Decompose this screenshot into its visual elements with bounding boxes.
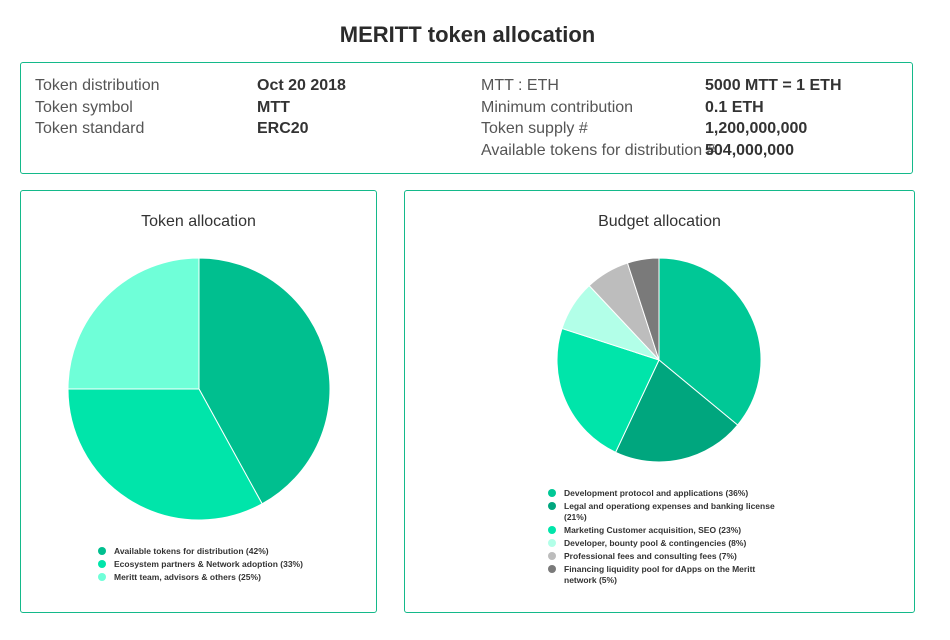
legend-swatch (548, 526, 556, 534)
pie-slice (626, 257, 660, 361)
budget-allocation-panel: Budget allocation Development protocol a… (404, 190, 915, 613)
info-value: 5000 MTT = 1 ETH (705, 77, 842, 94)
pie-slice (658, 257, 762, 426)
info-value: 504,000,000 (705, 142, 794, 159)
legend-item: Financing liquidity pool for dApps on th… (548, 564, 783, 586)
legend-label: Legal and operationg expenses and bankin… (564, 501, 775, 522)
page-title: MERITT token allocation (339, 22, 596, 47)
legend-swatch (548, 552, 556, 560)
legend-label: Meritt team, advisors & others (25%) (114, 572, 261, 582)
info-value: 1,200,000,000 (705, 120, 808, 137)
legend-label: Ecosystem partners & Network adoption (3… (114, 559, 303, 569)
info-value: 0.1 ETH (705, 99, 764, 116)
chart-title: Budget allocation (598, 213, 721, 230)
legend-item: Professional fees and consulting fees (7… (548, 551, 783, 562)
token-allocation-pie (67, 257, 331, 521)
legend-label: Professional fees and consulting fees (7… (564, 551, 737, 561)
info-label: Available tokens for distribution # (481, 142, 716, 159)
legend-swatch (548, 539, 556, 547)
token-allocation-panel: Token allocation Available tokens for di… (20, 190, 377, 613)
info-label: Token supply # (481, 120, 588, 137)
info-label: Token standard (35, 120, 145, 137)
token-info-box: Token distribution Oct 20 2018 Token sym… (20, 62, 913, 174)
legend-item: Marketing Customer acquisition, SEO (23%… (548, 525, 783, 536)
info-label: Token symbol (35, 99, 133, 116)
info-label: MTT : ETH (481, 77, 559, 94)
info-value: ERC20 (257, 120, 309, 137)
budget-allocation-pie (556, 257, 762, 463)
legend-item: Ecosystem partners & Network adoption (3… (98, 559, 358, 570)
legend-swatch (98, 547, 106, 555)
info-value: MTT (257, 99, 290, 116)
legend-swatch (548, 489, 556, 497)
pie-slice (67, 257, 200, 390)
legend-swatch (98, 573, 106, 581)
info-label: Token distribution (35, 77, 160, 94)
legend-label: Marketing Customer acquisition, SEO (23%… (564, 525, 742, 535)
pie-slice (556, 327, 660, 453)
chart-title: Token allocation (141, 213, 256, 230)
pie-slice (198, 257, 331, 505)
token-allocation-legend: Available tokens for distribution (42%) E… (98, 546, 358, 585)
budget-allocation-legend: Development protocol and applications (3… (548, 488, 783, 588)
legend-item: Legal and operationg expenses and bankin… (548, 501, 783, 523)
legend-item: Developer, bounty pool & contingencies (… (548, 538, 783, 549)
legend-item: Development protocol and applications (3… (548, 488, 783, 499)
pie-slice (614, 359, 739, 463)
legend-label: Available tokens for distribution (42%) (114, 546, 269, 556)
legend-swatch (548, 565, 556, 573)
pie-slice (67, 388, 263, 521)
legend-swatch (98, 560, 106, 568)
info-value: Oct 20 2018 (257, 77, 346, 94)
legend-label: Developer, bounty pool & contingencies (… (564, 538, 747, 548)
legend-label: Financing liquidity pool for dApps on th… (564, 564, 756, 585)
legend-item: Meritt team, advisors & others (25%) (98, 572, 358, 583)
legend-item: Available tokens for distribution (42%) (98, 546, 358, 557)
legend-swatch (548, 502, 556, 510)
legend-label: Development protocol and applications (3… (564, 488, 749, 498)
info-label: Minimum contribution (481, 99, 634, 116)
